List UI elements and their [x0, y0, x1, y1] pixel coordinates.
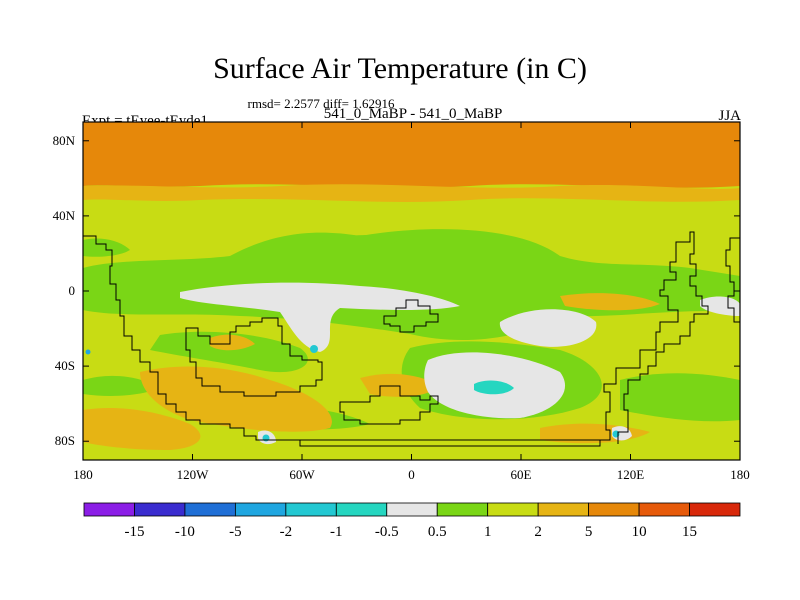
colorbar-label: -0.5 — [375, 524, 399, 540]
colorbar-label: -10 — [175, 524, 195, 540]
colorbar-label: 1 — [484, 524, 492, 540]
colorbar-label: 5 — [585, 524, 593, 540]
colorbar-swatch — [83, 502, 135, 517]
y-tick-label: 40N — [53, 208, 76, 223]
x-tick-label: 180 — [73, 467, 93, 482]
colorbar-swatch — [184, 502, 236, 517]
chart-title: Surface Air Temperature (in C) — [213, 52, 587, 85]
colorbar-label: -15 — [124, 524, 144, 540]
colorbar-label: -2 — [280, 524, 293, 540]
colorbar-swatch — [638, 502, 690, 517]
stats-line: rmsd= 2.2577 diff= 1.62916 — [247, 96, 395, 111]
colorbar-label: 2 — [534, 524, 542, 540]
y-tick-label: 40S — [55, 358, 75, 373]
colorbar-swatch — [335, 502, 388, 517]
x-tick-label: 180 — [730, 467, 750, 482]
colorbar-swatch — [588, 502, 640, 517]
colorbar-swatch — [234, 502, 287, 517]
season-label: JJA — [718, 108, 741, 124]
colorbar-label: 10 — [632, 524, 647, 540]
x-tick-label: 0 — [408, 467, 415, 482]
colorbar-label: 0.5 — [428, 524, 447, 540]
colorbar-label: -1 — [330, 524, 343, 540]
colorbar-swatch — [285, 502, 337, 517]
colorbar-swatch — [436, 502, 489, 517]
colorbar-label: -5 — [229, 524, 242, 540]
colorbar-label: 15 — [682, 524, 697, 540]
temperature-field — [83, 122, 740, 460]
colorbar-swatch — [487, 502, 539, 517]
x-tick-label: 60E — [511, 467, 532, 482]
colorbar-swatch — [689, 502, 741, 517]
y-tick-label: 80N — [53, 133, 76, 148]
y-tick-label: 0 — [69, 283, 76, 298]
colorbar-swatch — [537, 502, 590, 517]
colorbar-swatch — [386, 502, 438, 517]
center-label: 541_0_MaBP - 541_0_MaBP — [323, 106, 503, 122]
colorbar-swatch — [134, 502, 186, 517]
x-tick-label: 120E — [617, 467, 645, 482]
x-tick-label: 60W — [289, 467, 315, 482]
y-tick-label: 80S — [55, 433, 75, 448]
x-tick-label: 120W — [177, 467, 210, 482]
